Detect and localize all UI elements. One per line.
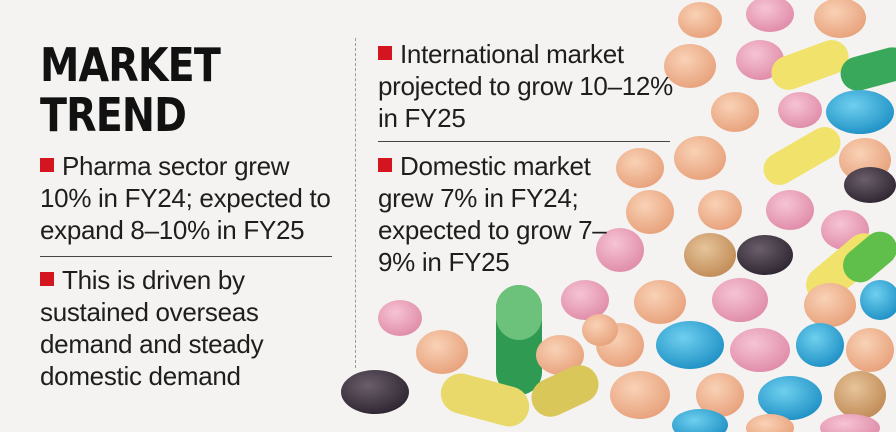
title-line-2: TREND: [40, 88, 187, 142]
red-square-bullet-icon: [378, 46, 392, 60]
bullet-text: This is driven by sustained overseas dem…: [40, 265, 264, 391]
column-divider: [355, 38, 356, 368]
capsule-shape: [771, 40, 849, 90]
pill-shape: [672, 409, 728, 432]
pill-shape: [826, 90, 894, 134]
pill-shape: [746, 414, 794, 432]
page-title: MARKET TREND: [40, 40, 298, 140]
pill-shape: [844, 167, 896, 203]
bullet-text: International market projected to grow 1…: [378, 39, 673, 133]
bullet-text: Pharma sector grew 10% in FY24; expected…: [40, 151, 331, 245]
capsule-shape: [496, 285, 542, 340]
pill-shape: [746, 0, 794, 32]
capsule-shape: [531, 365, 599, 417]
pill-shape: [698, 190, 742, 230]
pill-shape: [846, 328, 894, 372]
pill-shape: [616, 148, 664, 188]
pill-shape: [674, 136, 726, 180]
pill-shape: [834, 371, 886, 419]
pill-shape: [582, 314, 618, 346]
pill-shape: [778, 92, 822, 128]
pill-shape: [678, 2, 722, 38]
bullet-item-2: This is driven by sustained overseas dem…: [40, 264, 345, 392]
capsule-shape: [440, 373, 530, 427]
pill-shape: [820, 414, 880, 432]
divider: [40, 256, 332, 257]
bullet-item-3: International market projected to grow 1…: [378, 38, 678, 134]
capsule-shape: [843, 231, 896, 283]
pill-shape: [804, 283, 856, 327]
bullet-item-4: Domestic market grew 7% in FY24; expecte…: [378, 150, 638, 278]
pill-shape: [814, 0, 866, 38]
title-line-1: MARKET: [40, 38, 221, 92]
pill-shape: [737, 235, 793, 275]
pill-shape: [378, 300, 422, 336]
pill-shape: [860, 280, 896, 320]
pill-shape: [696, 373, 744, 417]
pill-shape: [610, 371, 670, 419]
bullet-text: Domestic market grew 7% in FY24; expecte…: [378, 151, 607, 277]
divider: [378, 141, 670, 142]
pill-shape: [536, 335, 584, 375]
pill-shape: [758, 376, 822, 420]
red-square-bullet-icon: [40, 272, 54, 286]
pill-shape: [711, 92, 759, 132]
pill-shape: [664, 44, 716, 88]
pill-shape: [561, 280, 609, 320]
pill-shape: [596, 228, 644, 272]
pill-shape: [341, 370, 409, 414]
red-square-bullet-icon: [40, 158, 54, 172]
bullet-item-1: Pharma sector grew 10% in FY24; expected…: [40, 150, 345, 246]
pill-shape: [626, 190, 674, 234]
pill-shape: [656, 321, 724, 369]
red-square-bullet-icon: [378, 158, 392, 172]
pill-shape: [766, 190, 814, 230]
pill-shape: [416, 330, 468, 374]
pill-shape: [796, 323, 844, 367]
pill-shape: [684, 233, 736, 277]
pill-shape: [712, 278, 768, 322]
capsule-shape: [763, 127, 841, 185]
capsule-shape: [840, 47, 896, 91]
pill-shape: [730, 328, 790, 372]
pill-shape: [634, 280, 686, 324]
